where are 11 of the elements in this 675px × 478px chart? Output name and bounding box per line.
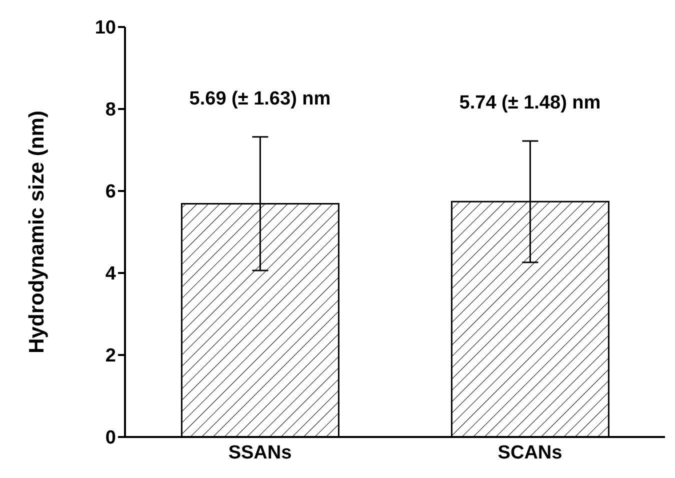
y-tick-label: 0 xyxy=(105,428,116,449)
y-tick-label: 2 xyxy=(105,346,116,367)
annotation: 5.69 (± 1.63) nm xyxy=(189,88,331,110)
x-tick-label: SSANs xyxy=(228,442,292,464)
annotation: 5.74 (± 1.48) nm xyxy=(459,92,601,114)
y-tick-label: 4 xyxy=(105,264,116,285)
y-axis-title: Hydrodynamic size (nm) xyxy=(25,110,48,354)
y-tick-label: 10 xyxy=(94,18,116,39)
y-tick-label: 8 xyxy=(105,100,116,121)
x-tick-label: SCANs xyxy=(498,442,562,464)
y-tick-label: 6 xyxy=(105,182,116,203)
